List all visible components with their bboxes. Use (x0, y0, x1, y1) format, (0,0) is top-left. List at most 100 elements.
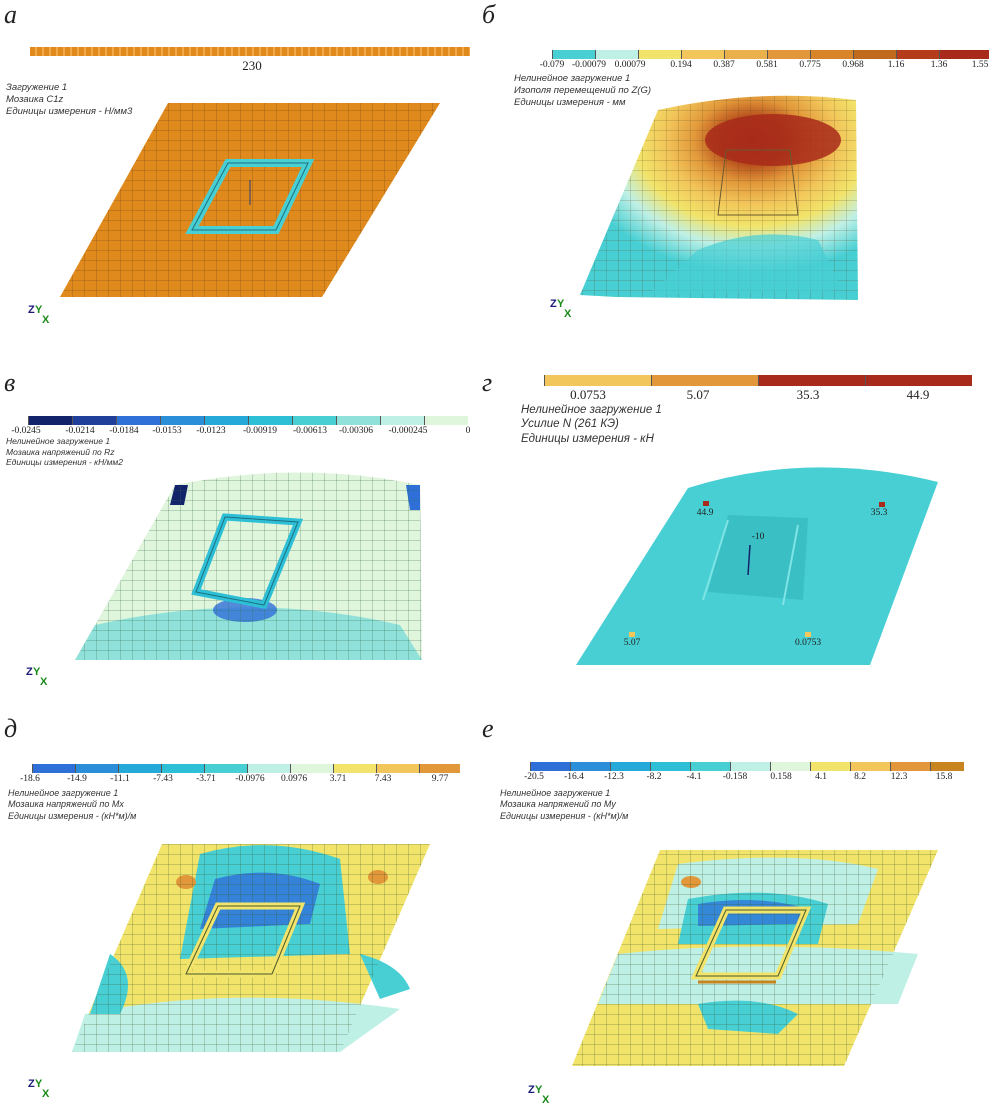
panel-e-label: е (482, 714, 494, 743)
panel-a-mesh (60, 103, 440, 297)
info-line-2: Мозаика напряжений по Rz (6, 446, 115, 457)
tick-label: -4.1 (686, 772, 702, 782)
axis-z-label: Z (28, 304, 35, 316)
tick-label: -3.71 (196, 774, 216, 784)
info-line-3: Единицы измерения - мм (514, 96, 626, 108)
axis-y-label: Y (557, 298, 565, 310)
tick-label: -0.00079 (571, 60, 607, 70)
info-line-3: Единицы измерения - кН/мм2 (6, 457, 123, 468)
panel-d-mesh (72, 844, 430, 1052)
tick-label: -16.4 (564, 772, 584, 782)
panel-a-scale-value: 230 (242, 58, 262, 73)
tick-label: -0.158 (722, 772, 748, 782)
panel-g: г 0.0753 5.07 35.3 44.9 Нелинейное загру… (482, 360, 996, 705)
panel-b-legend (552, 50, 989, 59)
tick-label: -0.0245 (11, 426, 41, 436)
panel-a-scale-bar (30, 47, 470, 56)
tick-label: -0.0976 (235, 774, 265, 784)
info-line-1: Загружение 1 (6, 82, 68, 93)
panel-g-label: г (482, 368, 493, 397)
tick-label: 1.16 (887, 60, 905, 70)
tick-label: -0.00613 (292, 426, 328, 436)
info-line-3: Единицы измерения - (кН*м)/м (8, 810, 137, 821)
tick-label: 7.43 (374, 774, 392, 784)
axis-x-label: X (564, 308, 572, 320)
tick-label: -0.000245 (388, 426, 428, 436)
tick-label: -0.00306 (338, 426, 374, 436)
tick-label: 0.00079 (614, 60, 646, 70)
panel-v-info: Нелинейное загружение 1 Мозаика напряжен… (6, 436, 123, 468)
axis-y-label: Y (535, 1084, 543, 1096)
tick-label: 8.2 (854, 772, 866, 782)
tick-label: 44.9 (906, 387, 930, 402)
axis-x-label: X (542, 1094, 550, 1106)
axis-z-label: Z (26, 666, 33, 678)
panel-e-info: Нелинейное загружение 1 Мозаика напряжен… (500, 788, 628, 822)
panel-g-info: Нелинейное загружение 1 Усилие N (261 КЭ… (521, 403, 662, 446)
tick-label: -0.0184 (109, 426, 139, 436)
info-line-1: Нелинейное загружение 1 (514, 73, 631, 84)
panel-b-mesh (580, 95, 858, 300)
tick-label: 0.775 (799, 60, 821, 70)
axis-z-label: Z (550, 298, 557, 310)
axis-y-label: Y (33, 666, 41, 678)
info-line-1: Нелинейное загружение 1 (6, 436, 111, 446)
info-line-2: Усилие N (261 КЭ) (521, 418, 619, 431)
tick-label: -20.5 (524, 772, 544, 782)
panel-d-label: д (4, 714, 18, 743)
marker-label: 5.07 (623, 638, 641, 648)
info-line-2: Изополя перемещений по Z(G) (514, 84, 652, 96)
axis-z-label: Z (28, 1078, 35, 1090)
panel-v-legend (28, 416, 468, 425)
axis-z-label: Z (528, 1084, 535, 1096)
axis-x-label: X (42, 1088, 50, 1100)
tick-label: 0.194 (670, 60, 692, 70)
tick-label: 0.387 (713, 60, 735, 70)
tick-label: -0.079 (539, 60, 565, 70)
panel-e: е -20.5 -16.4 -12.3 -8.2 -4.1 -0.158 0.1… (482, 714, 996, 1113)
tick-label: 1.36 (930, 60, 948, 70)
tick-label: -0.0214 (65, 426, 95, 436)
tick-label: 0.968 (842, 60, 864, 70)
tick-label: 9.77 (431, 774, 449, 784)
info-line-3: Единицы измерения - (кН*м)/м (500, 810, 629, 821)
panel-e-legend (530, 762, 964, 771)
tick-label: -7.43 (153, 774, 173, 784)
panel-e-mesh (572, 850, 938, 1066)
panel-a: а 230 Загружение 1 Мозаика C1z Единицы и… (0, 0, 498, 345)
panel-d: д -18.6 -14.9 -11.1 -7.43 -3.71 -0.0976 … (0, 714, 498, 1113)
marker-label: 0.0753 (794, 638, 822, 648)
panel-g-legend (544, 375, 972, 386)
tick-label: 0.0753 (570, 387, 606, 402)
panel-v-label: в (4, 368, 16, 397)
tick-label: 0.0976 (280, 774, 308, 784)
center-label: -10 (751, 532, 765, 542)
tick-label: 0.581 (756, 60, 778, 70)
panel-b-info: Нелинейное загружение 1 Изополя перемеще… (514, 73, 651, 109)
panel-a-info: Загружение 1 Мозаика C1z Единицы измерен… (6, 82, 132, 118)
axis-y-label: Y (35, 1078, 43, 1090)
info-line-3: Единицы измерения - кН (521, 432, 654, 445)
info-line-2: Мозаика напряжений по Mx (8, 799, 124, 810)
tick-label: 35.3 (796, 387, 820, 402)
panel-v-mesh (75, 472, 422, 660)
tick-label: 12.3 (890, 772, 908, 782)
panel-b-label: б (482, 0, 496, 29)
tick-label: 0 (465, 426, 471, 436)
info-line-1: Нелинейное загружение 1 (8, 788, 119, 798)
tick-label: 1.55 (971, 60, 989, 70)
info-line-2: Мозаика C1z (6, 93, 64, 105)
tick-label: -12.3 (604, 772, 624, 782)
tick-label: -14.9 (67, 774, 87, 784)
axis-y-label: Y (35, 304, 43, 316)
info-line-3: Единицы измерения - Н/мм3 (6, 105, 133, 117)
axis-x-label: X (42, 314, 50, 326)
panel-v: в -0.0245 -0.0214 -0.0184 -0.0153 -0.012… (0, 360, 498, 705)
tick-label: -8.2 (646, 772, 662, 782)
panel-a-label: а (4, 0, 17, 29)
info-line-1: Нелинейное загружение 1 (521, 404, 662, 416)
info-line-2: Мозаика напряжений по My (500, 799, 616, 810)
panel-d-legend (32, 764, 460, 773)
info-line-1: Нелинейное загружение 1 (500, 788, 611, 798)
tick-label: 3.71 (329, 774, 347, 784)
